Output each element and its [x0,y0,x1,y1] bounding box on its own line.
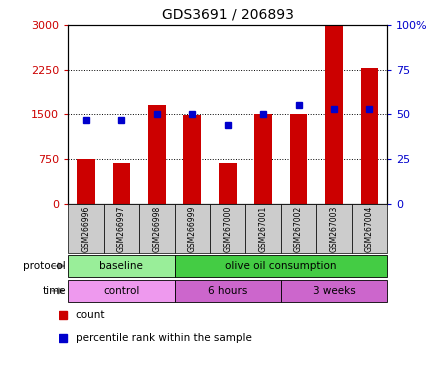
Text: GSM267001: GSM267001 [259,205,268,252]
Text: baseline: baseline [99,261,143,271]
Bar [210,204,246,253]
Text: count: count [76,310,105,320]
Text: control: control [103,286,139,296]
Text: protocol: protocol [23,261,66,271]
Text: GSM267002: GSM267002 [294,205,303,252]
Bar [219,163,237,204]
Bar [68,204,104,253]
Bar [175,255,387,277]
Bar [281,204,316,253]
Bar [325,25,343,204]
Text: GSM266999: GSM266999 [188,205,197,252]
Bar [281,280,387,302]
Title: GDS3691 / 206893: GDS3691 / 206893 [162,7,293,21]
Text: time: time [42,286,66,296]
Text: GSM266996: GSM266996 [81,205,91,252]
Bar [104,204,139,253]
Bar [183,115,201,204]
Bar [68,280,175,302]
Text: olive oil consumption: olive oil consumption [225,261,337,271]
Text: GSM266998: GSM266998 [152,205,161,252]
Bar [148,105,166,204]
Bar [77,159,95,204]
Bar [175,280,281,302]
Bar [175,204,210,253]
Bar [246,204,281,253]
Text: GSM267004: GSM267004 [365,205,374,252]
Bar [361,68,378,204]
Bar [316,204,352,253]
Bar [290,114,308,204]
Bar [113,163,130,204]
Bar [139,204,175,253]
Text: percentile rank within the sample: percentile rank within the sample [76,333,252,343]
Bar [68,255,175,277]
Bar [254,114,272,204]
Bar [352,204,387,253]
Text: 3 weeks: 3 weeks [313,286,356,296]
Text: GSM267003: GSM267003 [330,205,338,252]
Text: GSM266997: GSM266997 [117,205,126,252]
Text: 6 hours: 6 hours [208,286,247,296]
Text: GSM267000: GSM267000 [223,205,232,252]
